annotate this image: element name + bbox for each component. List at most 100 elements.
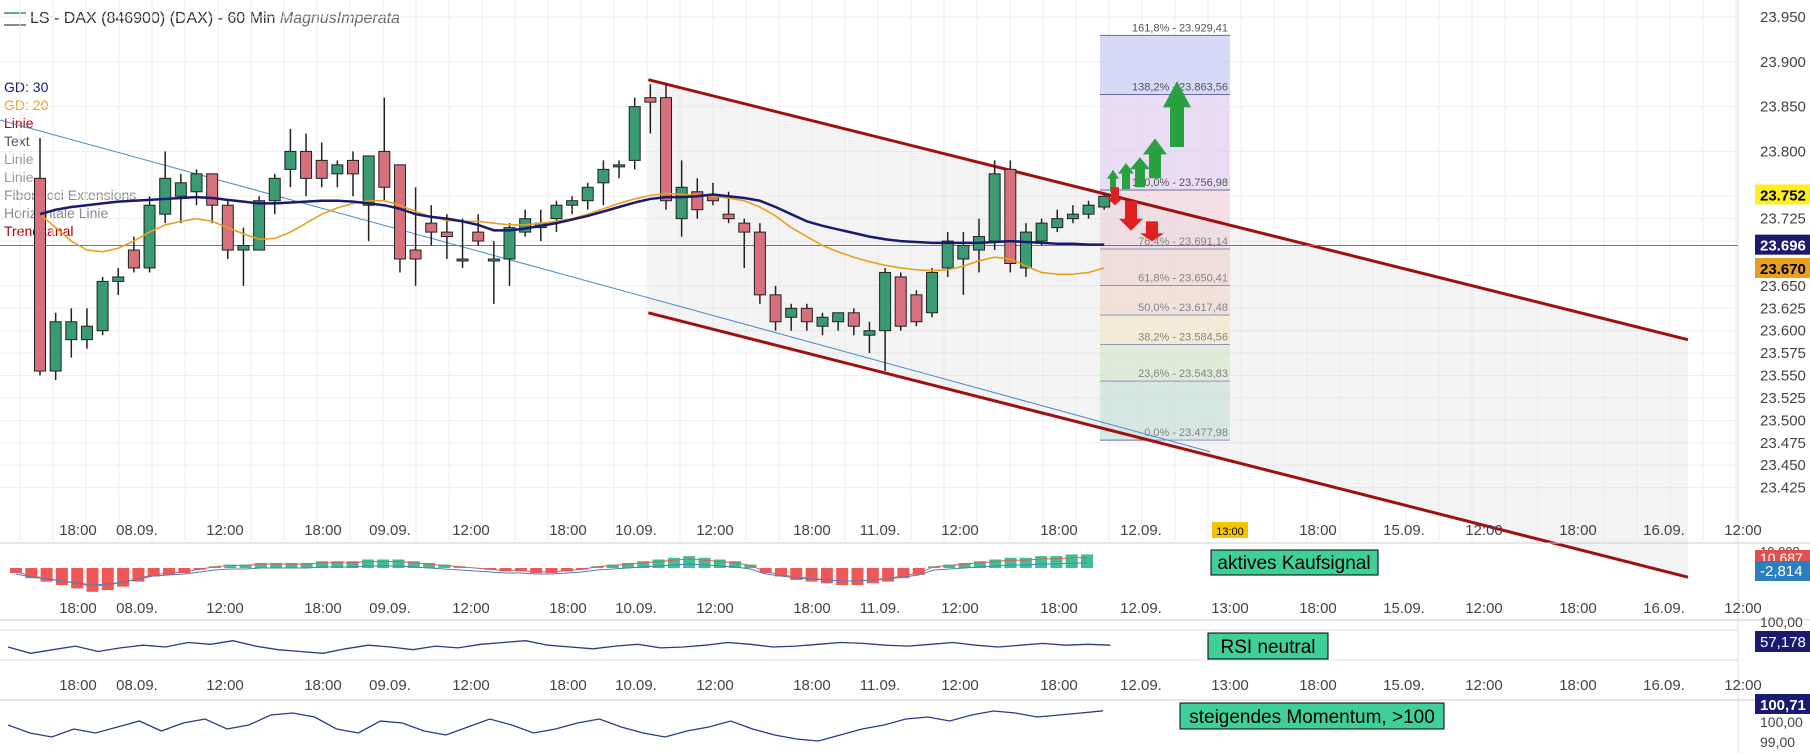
x-tick-label: 12:00: [1465, 522, 1503, 539]
x-tick-label: 16.09.: [1643, 522, 1685, 539]
candle: [628, 106, 641, 161]
macd-bar: [790, 568, 803, 580]
macd-bar: [514, 568, 527, 572]
x-tick-label: 12:00: [1724, 522, 1762, 539]
macd-bar: [163, 568, 175, 575]
fib-label: 0,0% - 23.477,98: [1144, 427, 1228, 439]
candle: [1066, 213, 1079, 220]
momentum-axis-label: 99,00: [1760, 734, 1795, 750]
legend-linie-3[interactable]: Linie: [4, 169, 34, 185]
macd-bar: [300, 562, 313, 568]
candle: [816, 316, 829, 327]
fib-label: 76,4% - 23.691,14: [1138, 236, 1228, 248]
x-tick-label: 18:00: [1299, 522, 1337, 539]
macd-bar: [851, 568, 864, 585]
y-tick-label: 23.850: [1760, 99, 1806, 116]
legend-gd20[interactable]: GD: 20: [4, 97, 49, 113]
x-tick-label: 12:00: [452, 677, 490, 694]
x-tick-label: 18:00: [793, 677, 831, 694]
x-tick-label: 12:00: [696, 677, 734, 694]
candle: [613, 164, 626, 168]
x-tick-label: 12.09.: [1120, 522, 1162, 539]
rsi-value-badge: [1755, 631, 1810, 652]
gd30-line: [39, 193, 1105, 246]
fib-zone: [1100, 381, 1230, 441]
x-tick-label: 12:00: [452, 522, 490, 539]
candle: [722, 213, 735, 220]
chart-title: LS - DAX (846900) (DAX) - 60 Min MagnusI…: [4, 10, 400, 28]
x-tick-label: 18:00: [59, 677, 97, 694]
candle: [503, 227, 516, 260]
rsi-badge: [1207, 632, 1329, 660]
x-tick-label: 12:00: [206, 522, 244, 539]
momentum-badge-label: steigendes Momentum, >100: [1189, 707, 1435, 728]
candle: [315, 159, 328, 179]
macd-bar: [759, 568, 772, 574]
x-tick-label: 09.09.: [369, 522, 411, 539]
candle: [268, 177, 281, 202]
x-tick-label: 12:00: [941, 600, 979, 617]
candle: [785, 307, 798, 318]
fib-zone: [1100, 315, 1230, 345]
x-tick-label: 18:00: [793, 522, 831, 539]
x-tick-label: 16.09.: [1643, 677, 1685, 694]
arrow-up-icon: [1107, 169, 1119, 192]
x-tick-label: 09.09.: [369, 600, 411, 617]
macd-bar: [637, 561, 650, 568]
candle: [96, 280, 109, 332]
price-badge-label: 23.752: [1760, 187, 1806, 204]
price-badge: [1755, 257, 1810, 278]
x-tick-label: 12:00: [941, 522, 979, 539]
candle: [284, 150, 297, 170]
x-tick-label: 18:00: [304, 600, 342, 617]
legend-linie-2[interactable]: Linie: [4, 151, 34, 167]
macd-bar: [117, 568, 130, 587]
candle: [832, 312, 845, 323]
legend-horizontal-line[interactable]: Horizontale Linie: [4, 205, 109, 221]
y-tick-label: 23.900: [1760, 54, 1806, 71]
candle: [143, 204, 156, 269]
candle: [237, 245, 250, 251]
macd-bar: [285, 562, 298, 568]
x-tick-label: 18:00: [549, 677, 587, 694]
macd-bar: [622, 562, 634, 568]
candle: [487, 258, 500, 262]
fib-zone: [1100, 35, 1230, 95]
candle: [957, 245, 970, 260]
candle: [253, 200, 266, 251]
macd-bar: [25, 568, 38, 579]
macd-bar: [10, 568, 22, 574]
momentum-line: [7, 710, 1104, 742]
y-tick-label: 23.625: [1760, 300, 1806, 317]
signal-badge: [1210, 549, 1379, 576]
macd-bar: [361, 559, 374, 568]
macd-bar: [713, 559, 726, 568]
candle: [1051, 218, 1064, 229]
candle: [440, 231, 453, 238]
price-badge-label: 23.670: [1760, 261, 1806, 278]
macd-bar: [1004, 557, 1017, 568]
candle: [1019, 231, 1032, 269]
macd-bar: [178, 568, 191, 574]
legend-gd30[interactable]: GD: 30: [4, 79, 49, 95]
y-tick-label: 23.800: [1760, 143, 1806, 160]
x-tick-label: 12.09.: [1120, 600, 1162, 617]
macd-bar: [270, 562, 283, 568]
macd-bar: [530, 568, 543, 574]
y-tick-label: 23.475: [1760, 435, 1806, 452]
candle: [691, 191, 704, 211]
fib-label: 161,8% - 23.929,41: [1132, 22, 1228, 34]
y-tick-label: 23.450: [1760, 457, 1806, 474]
y-tick-label: 23.525: [1760, 390, 1806, 407]
macd-bar: [1081, 554, 1093, 568]
momentum-reference-label: 100,00: [1760, 714, 1803, 730]
macd-bar: [820, 568, 833, 584]
candle: [174, 182, 187, 197]
macd-bar: [943, 564, 956, 568]
candle: [300, 150, 313, 179]
candle: [941, 240, 954, 269]
legend-text[interactable]: Text: [4, 133, 30, 149]
candle: [425, 222, 438, 233]
price-badge: [1755, 184, 1810, 205]
